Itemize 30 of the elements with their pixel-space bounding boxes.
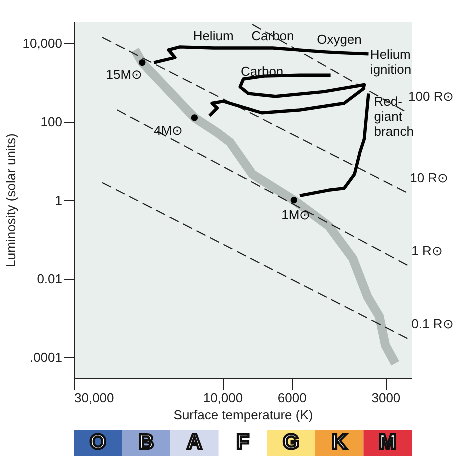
annotation: Carbon	[252, 28, 294, 44]
y-tick-label: 10,000	[22, 36, 62, 51]
y-tick-label: 100	[40, 114, 62, 130]
annotation: Carbon	[241, 64, 284, 80]
category-label: K	[332, 431, 348, 454]
annotation: Helium ignition	[370, 47, 412, 77]
annotation: Helium	[193, 28, 234, 44]
annotation: 1M⊙	[282, 207, 311, 222]
category-label: F	[236, 431, 250, 454]
category-label: A	[187, 431, 202, 454]
category-label: B	[138, 431, 154, 454]
x-tick-label: 10,000	[203, 390, 244, 406]
category-label: O	[90, 431, 106, 454]
y-axis-title: Luminosity (solar units)	[4, 134, 19, 268]
series-label: 10 R⊙	[410, 170, 449, 186]
x-tick-label: 30,000	[74, 390, 114, 406]
series-label: 1 R⊙	[412, 244, 443, 258]
series-label: 100 R⊙	[408, 89, 454, 104]
x-tick-label: 6000	[278, 390, 307, 406]
y-tick-label: .0001	[30, 350, 62, 365]
y-tick-label: 1	[55, 192, 62, 208]
category-label: M	[379, 431, 397, 454]
annotation: 15M⊙	[106, 66, 143, 82]
y-tick-label: 0.01	[37, 271, 62, 286]
annotation: 4M⊙	[154, 122, 184, 138]
series-label: 0.1 R⊙	[412, 316, 454, 332]
annotation: Oxygen	[317, 32, 362, 47]
x-tick-label: 3000	[372, 390, 401, 406]
x-axis-title: Surface temperature (K)	[174, 408, 314, 422]
category-label: G	[283, 431, 300, 454]
